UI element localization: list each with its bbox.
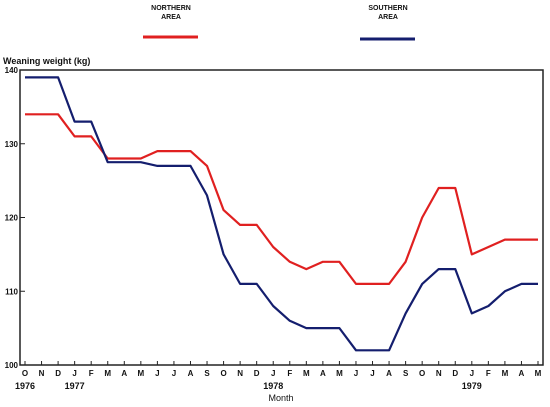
x-tick-label: F [287, 369, 292, 378]
x-tick-label: A [188, 369, 194, 378]
x-tick-label: O [220, 369, 226, 378]
year-label: 1977 [65, 381, 85, 391]
x-tick-label: A [519, 369, 525, 378]
x-tick-label: N [436, 369, 442, 378]
northern-area-line [25, 113, 538, 285]
x-tick-label: M [336, 369, 343, 378]
year-label: 1978 [263, 381, 283, 391]
x-tick-label: J [271, 369, 275, 378]
x-axis: O N D J F M A M J J A S O N D J F M A M J J A S O N D J F M A M 1976 1977… [15, 361, 542, 391]
series-layer [25, 76, 538, 352]
legend-southern-label-line2: AREA [378, 14, 398, 21]
y-axis: 100 110 120 130 140 [5, 66, 25, 370]
x-tick-label: D [452, 369, 458, 378]
y-tick-label: 130 [5, 140, 19, 149]
x-tick-label: J [370, 369, 374, 378]
x-tick-label: F [89, 369, 94, 378]
x-tick-label: S [403, 369, 409, 378]
plot-frame [19, 69, 544, 366]
x-tick-label: O [419, 369, 425, 378]
year-label: 1976 [15, 381, 35, 391]
x-tick-label: S [204, 369, 210, 378]
southern-area-line [25, 76, 538, 352]
x-tick-label: A [121, 369, 127, 378]
x-tick-label: J [155, 369, 159, 378]
legend-northern-label-line1: NORTHERN [151, 5, 191, 12]
y-tick-label: 140 [5, 66, 19, 75]
x-tick-label: J [172, 369, 176, 378]
x-tick-label: D [55, 369, 61, 378]
x-tick-label: M [138, 369, 145, 378]
x-tick-label: M [303, 369, 310, 378]
x-tick-label: J [72, 369, 76, 378]
x-tick-label: N [39, 369, 45, 378]
y-tick-label: 110 [5, 287, 18, 296]
x-axis-title: Month [268, 393, 293, 403]
legend-southern-label-line1: SOUTHERN [368, 5, 407, 12]
legend-northern-label-line2: AREA [161, 14, 181, 21]
x-tick-label: F [486, 369, 491, 378]
y-tick-label: 120 [5, 214, 19, 223]
x-tick-label: A [386, 369, 392, 378]
legend: NORTHERN AREA SOUTHERN AREA [143, 5, 415, 41]
x-tick-label: M [104, 369, 111, 378]
x-tick-label: M [535, 369, 542, 378]
x-tick-label: D [254, 369, 260, 378]
x-tick-label: O [22, 369, 28, 378]
y-tick-label: 100 [5, 361, 19, 370]
x-tick-label: J [354, 369, 358, 378]
year-label: 1979 [462, 381, 482, 391]
x-tick-label: N [237, 369, 243, 378]
x-tick-label: A [320, 369, 326, 378]
y-axis-title: Weaning weight (kg) [3, 56, 90, 66]
x-tick-label: J [470, 369, 474, 378]
x-tick-label: M [502, 369, 509, 378]
